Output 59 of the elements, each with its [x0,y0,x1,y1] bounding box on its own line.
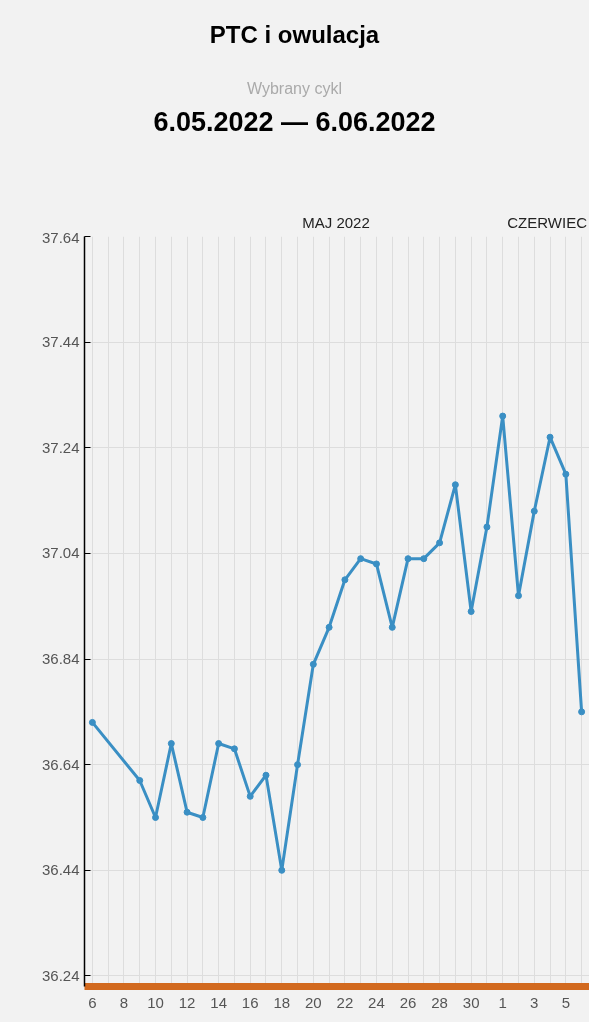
text: MAJ 2022 [301,213,371,233]
point [183,808,191,816]
point [262,771,270,779]
point [404,555,412,563]
y-tick-label: 36.24 [41,966,80,984]
point [372,560,380,568]
point [546,433,554,441]
point [309,660,317,668]
point [136,777,144,785]
point [451,481,459,489]
x-tick-label: 20 [304,993,322,1011]
point [530,507,538,515]
x-tick-label: 5 [561,993,570,1011]
point [215,740,223,748]
point [436,539,444,547]
x-tick-label: 22 [336,993,354,1011]
x-tick-label: 6 [88,993,97,1011]
x-tick-label: 3 [530,993,539,1011]
point [514,592,522,600]
y-tick-label: 36.44 [41,861,80,879]
point [341,576,349,584]
point [88,718,96,726]
point [152,813,160,821]
x-tick-label: 30 [462,993,480,1011]
point [562,470,570,478]
x-tick-label: 18 [273,993,291,1011]
point [578,708,586,716]
y-tick-label: 37.24 [41,438,80,456]
y-tick-label: 36.64 [41,755,80,773]
x-tick-label: 1 [498,993,507,1011]
x-tick-label: 8 [119,993,129,1011]
point [246,792,254,800]
x-tick-label: 16 [241,993,259,1011]
point [483,523,491,531]
point [357,555,365,563]
point [230,745,238,753]
point [467,608,475,615]
x-tick-label: 28 [431,993,448,1011]
x-tick-label: 26 [399,993,417,1011]
chart-subtitle: 6.05.2022 — 6.06.2022 [152,106,437,140]
point [420,555,428,563]
x-tick-label: 10 [147,993,164,1011]
x-tick-label: 12 [178,993,196,1011]
y-tick-label: 37.44 [41,333,80,351]
x-tick-label: 14 [210,993,227,1011]
x-tick-label: 24 [368,993,385,1011]
point [388,623,396,631]
point [278,866,286,874]
point [325,623,333,631]
text: Wybrany cykl [246,79,343,100]
y-tick-label: 37.04 [41,544,80,562]
point [294,761,302,769]
chart-title: PTC i owulacja [208,20,381,50]
point [199,813,207,821]
point [499,412,507,420]
text: CZERWIEC [506,213,587,233]
point [167,740,175,748]
y-tick-label: 37.64 [41,228,80,246]
y-tick-label: 36.84 [41,650,80,668]
